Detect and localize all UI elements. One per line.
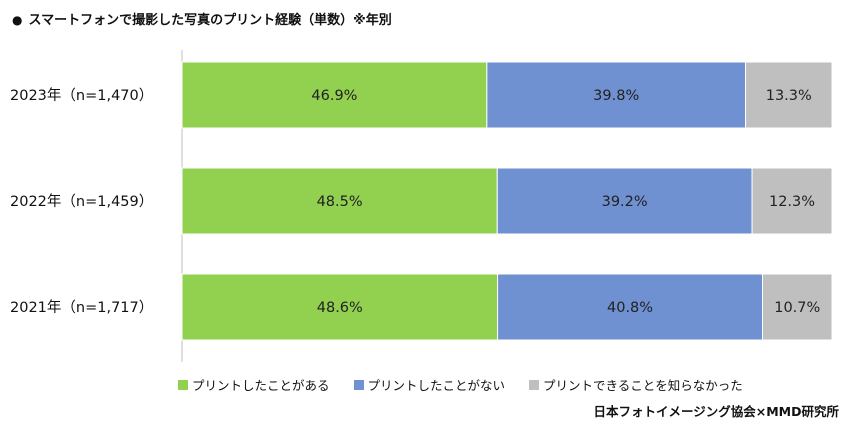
bar-segment — [751, 167, 833, 235]
chart-title-text: スマートフォンで撮影した写真のプリント経験（単数）※年別 — [28, 13, 392, 28]
bar-segment — [181, 61, 488, 129]
bar-segment — [496, 167, 753, 235]
source-credit: 日本フォトイメージング協会×MMD研究所 — [593, 404, 839, 419]
legend-item: プリントしたことがある — [178, 375, 330, 394]
category-label: 2022年（n=1,459） — [10, 193, 153, 210]
category-label: 2021年（n=1,717） — [10, 299, 153, 316]
legend-swatch — [178, 379, 188, 390]
legend-swatch — [353, 379, 364, 390]
bar-value-label: 46.9% — [311, 88, 357, 104]
legend-label: プリントしたことがある — [192, 378, 330, 393]
legend-swatch — [529, 379, 540, 390]
bar-value-label: 48.6% — [317, 300, 363, 316]
bar-segment — [181, 167, 498, 235]
legend-label: プリントしたことがない — [367, 378, 506, 393]
bar-value-label: 40.8% — [607, 300, 653, 316]
bullet-icon: ● — [12, 13, 23, 27]
bar-value-label: 12.3% — [769, 194, 815, 210]
bar-value-label: 39.8% — [593, 88, 639, 104]
bar-value-label: 39.2% — [602, 194, 648, 210]
chart-legend: プリントしたことがある プリントしたことがない プリントできることを知らなかった — [178, 375, 743, 394]
legend-item: プリントできることを知らなかった — [529, 375, 743, 394]
bar-value-label: 48.5% — [317, 194, 363, 210]
bar-segment — [745, 61, 833, 129]
bar-value-label: 10.7% — [774, 300, 820, 316]
bar-segment — [497, 273, 764, 341]
bar-segment — [486, 61, 747, 129]
legend-label: プリントできることを知らなかった — [543, 378, 743, 393]
bar-segment — [762, 273, 833, 341]
category-label: 2023年（n=1,470） — [10, 87, 153, 104]
bar-value-label: 13.3% — [766, 88, 812, 104]
chart-title: ● スマートフォンで撮影した写真のプリント経験（単数）※年別 — [12, 9, 392, 28]
bar-segment — [181, 273, 499, 341]
legend-item: プリントしたことがない — [353, 375, 506, 394]
